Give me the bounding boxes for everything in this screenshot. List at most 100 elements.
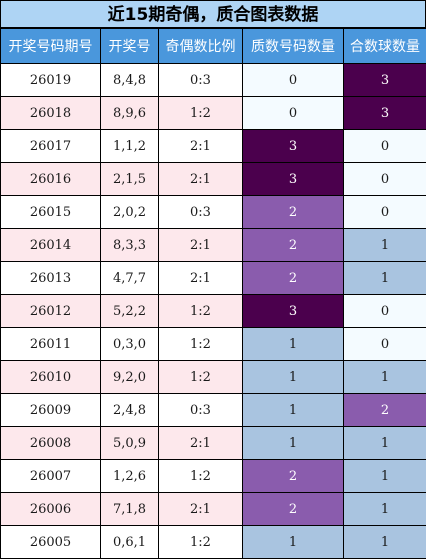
odd-even-cell: 2:1 [159, 163, 243, 196]
header-prime-count: 质数号码数量 [243, 29, 344, 64]
header-issue: 开奖号码期号 [1, 29, 101, 64]
issue-cell: 26011 [1, 328, 101, 361]
odd-even-cell: 2:1 [159, 229, 243, 262]
numbers-cell: 2,1,5 [101, 163, 159, 196]
odd-even-cell: 1:2 [159, 526, 243, 559]
prime-count-cell: 3 [243, 130, 344, 163]
page-title: 近15期奇偶，质合图表数据 [0, 0, 426, 28]
header-composite-count: 合数球数量 [344, 29, 426, 64]
issue-cell: 26008 [1, 427, 101, 460]
composite-count-cell: 3 [344, 64, 426, 97]
issue-cell: 26016 [1, 163, 101, 196]
numbers-cell: 7,1,8 [101, 493, 159, 526]
issue-cell: 26006 [1, 493, 101, 526]
numbers-cell: 5,2,2 [101, 295, 159, 328]
numbers-cell: 2,0,2 [101, 196, 159, 229]
numbers-cell: 5,0,9 [101, 427, 159, 460]
issue-cell: 26017 [1, 130, 101, 163]
prime-count-cell: 1 [243, 361, 344, 394]
odd-even-cell: 1:2 [159, 361, 243, 394]
odd-even-cell: 0:3 [159, 196, 243, 229]
odd-even-cell: 2:1 [159, 130, 243, 163]
prime-count-cell: 2 [243, 262, 344, 295]
odd-even-cell: 2:1 [159, 262, 243, 295]
issue-cell: 26007 [1, 460, 101, 493]
composite-count-cell: 1 [344, 526, 426, 559]
prime-count-cell: 1 [243, 427, 344, 460]
header-row: 开奖号码期号 开奖号 奇偶数比例 质数号码数量 合数球数量 [1, 29, 426, 64]
issue-cell: 26012 [1, 295, 101, 328]
prime-count-cell: 2 [243, 196, 344, 229]
prime-count-cell: 1 [243, 328, 344, 361]
issue-cell: 26019 [1, 64, 101, 97]
odd-even-cell: 1:2 [159, 328, 243, 361]
composite-count-cell: 0 [344, 130, 426, 163]
issue-cell: 26014 [1, 229, 101, 262]
prime-count-cell: 1 [243, 394, 344, 427]
prime-count-cell: 1 [243, 526, 344, 559]
prime-count-cell: 2 [243, 460, 344, 493]
numbers-cell: 8,3,3 [101, 229, 159, 262]
numbers-cell: 8,9,6 [101, 97, 159, 130]
composite-count-cell: 1 [344, 262, 426, 295]
numbers-cell: 9,2,0 [101, 361, 159, 394]
odd-even-cell: 1:2 [159, 295, 243, 328]
header-numbers: 开奖号 [101, 29, 159, 64]
composite-count-cell: 1 [344, 460, 426, 493]
header-odd-even: 奇偶数比例 [159, 29, 243, 64]
odd-even-cell: 2:1 [159, 493, 243, 526]
composite-count-cell: 1 [344, 493, 426, 526]
prime-count-cell: 3 [243, 295, 344, 328]
numbers-cell: 4,7,7 [101, 262, 159, 295]
prime-count-cell: 0 [243, 64, 344, 97]
composite-count-cell: 1 [344, 229, 426, 262]
odd-even-cell: 2:1 [159, 427, 243, 460]
prime-count-cell: 0 [243, 97, 344, 130]
composite-count-cell: 2 [344, 394, 426, 427]
composite-count-cell: 3 [344, 97, 426, 130]
issue-cell: 26009 [1, 394, 101, 427]
prime-count-cell: 3 [243, 163, 344, 196]
composite-count-cell: 0 [344, 295, 426, 328]
numbers-cell: 2,4,8 [101, 394, 159, 427]
composite-count-cell: 1 [344, 427, 426, 460]
issue-cell: 26005 [1, 526, 101, 559]
issue-cell: 26015 [1, 196, 101, 229]
issue-cell: 26018 [1, 97, 101, 130]
numbers-cell: 0,3,0 [101, 328, 159, 361]
composite-count-cell: 1 [344, 361, 426, 394]
numbers-cell: 1,2,6 [101, 460, 159, 493]
composite-count-cell: 0 [344, 328, 426, 361]
numbers-cell: 0,6,1 [101, 526, 159, 559]
issue-cell: 26013 [1, 262, 101, 295]
prime-count-cell: 2 [243, 229, 344, 262]
composite-count-cell: 0 [344, 163, 426, 196]
issue-cell: 26010 [1, 361, 101, 394]
numbers-cell: 8,4,8 [101, 64, 159, 97]
odd-even-cell: 1:2 [159, 460, 243, 493]
prime-count-cell: 2 [243, 493, 344, 526]
odd-even-cell: 1:2 [159, 97, 243, 130]
odd-even-cell: 0:3 [159, 394, 243, 427]
odd-even-cell: 0:3 [159, 64, 243, 97]
numbers-cell: 1,1,2 [101, 130, 159, 163]
composite-count-cell: 0 [344, 196, 426, 229]
